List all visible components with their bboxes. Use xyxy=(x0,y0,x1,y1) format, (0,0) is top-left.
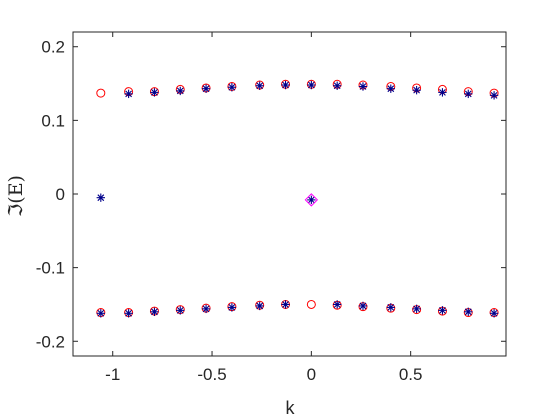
y-tick-label: -0.2 xyxy=(36,332,65,351)
asterisk-marker xyxy=(281,300,290,309)
x-tick-label: 0.5 xyxy=(399,365,423,384)
asterisk-marker xyxy=(358,301,368,311)
asterisk-marker xyxy=(255,81,264,90)
data-markers xyxy=(96,79,499,318)
x-axis-label: k xyxy=(286,398,296,418)
asterisk-marker xyxy=(124,89,133,99)
asterisk-marker xyxy=(464,89,473,99)
asterisk-marker xyxy=(412,85,421,95)
asterisk-marker xyxy=(489,309,499,318)
asterisk-marker xyxy=(96,309,106,318)
x-tick-label: -1 xyxy=(105,365,120,384)
asterisk-marker xyxy=(124,309,133,318)
circle-marker xyxy=(96,88,106,98)
asterisk-marker xyxy=(489,91,499,100)
y-tick-label: 0.2 xyxy=(41,38,65,57)
axis-ticks: -1 -0.5 0 0.5 -0.2 -0.1 0 0.1 0.2 xyxy=(36,32,506,384)
x-tick-label: 0 xyxy=(307,365,316,384)
y-tick-label: -0.1 xyxy=(36,259,65,278)
asterisk-marker xyxy=(201,304,211,314)
y-tick-label: 0 xyxy=(56,185,65,204)
asterisk-marker xyxy=(332,81,342,90)
asterisk-marker xyxy=(464,307,473,317)
asterisk-marker xyxy=(227,83,237,92)
asterisk-marker xyxy=(176,306,185,315)
asterisk-marker xyxy=(386,84,395,93)
diamond-marker xyxy=(304,193,319,207)
asterisk-marker xyxy=(412,304,421,314)
asterisk-marker xyxy=(150,88,159,97)
asterisk-marker xyxy=(358,82,368,91)
asterisk-marker xyxy=(438,306,447,315)
asterisk-marker xyxy=(307,80,316,90)
asterisk-marker xyxy=(332,300,342,309)
x-tick-label: -0.5 xyxy=(197,365,226,384)
asterisk-marker xyxy=(255,301,264,311)
asterisk-marker xyxy=(386,303,395,312)
asterisk-marker xyxy=(438,88,447,97)
y-axis-label: ℑ(E) xyxy=(5,175,27,217)
y-tick-label: 0.1 xyxy=(41,111,65,130)
asterisk-marker xyxy=(201,84,211,93)
asterisk-marker xyxy=(96,193,106,202)
asterisk-marker xyxy=(150,307,159,317)
asterisk-marker xyxy=(176,86,185,96)
asterisk-marker xyxy=(227,303,237,312)
circle-marker xyxy=(306,299,316,309)
asterisk-marker xyxy=(281,80,290,90)
asterisk-marker xyxy=(307,195,316,205)
